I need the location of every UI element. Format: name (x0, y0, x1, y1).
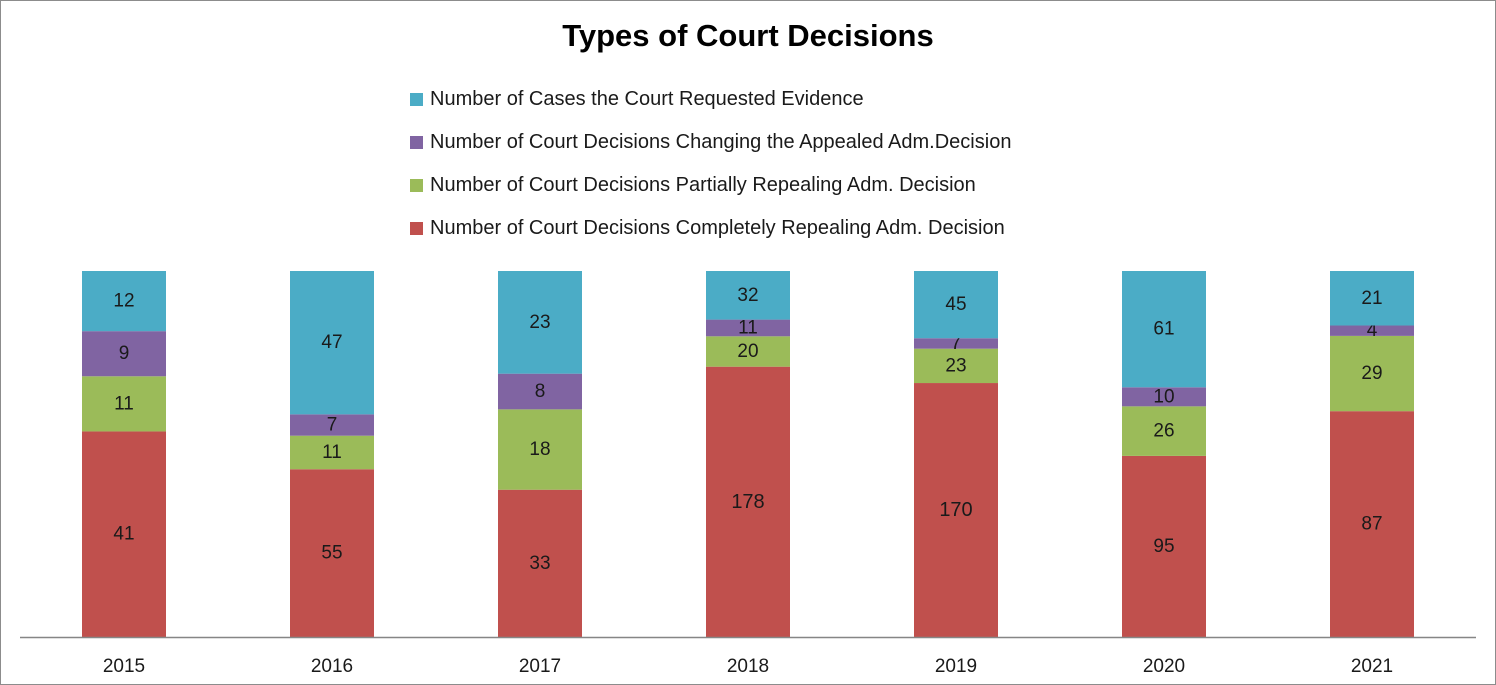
data-label-2019-number-of-court-decisions-completely-repealing-adm-decision: 170 (939, 499, 972, 521)
data-label-2019-number-of-court-decisions-changing-the-appealed-adm-decision: 7 (951, 333, 962, 354)
bar-2016-number-of-court-decisions-changing-the-appealed-adm-decision (290, 414, 374, 436)
data-label-2021-number-of-court-decisions-changing-the-appealed-adm-decision: 4 (1367, 320, 1378, 341)
data-label-2015-number-of-cases-the-court-requested-evidence: 12 (113, 291, 134, 312)
bar-2021-number-of-court-decisions-completely-repealing-adm-decision (1330, 411, 1414, 637)
x-tick-label-2021: 2021 (1351, 656, 1393, 677)
data-label-2021-number-of-court-decisions-partially-repealing-adm-decision: 29 (1361, 363, 1382, 384)
data-label-2020-number-of-court-decisions-partially-repealing-adm-decision: 26 (1153, 421, 1174, 442)
data-label-2017-number-of-court-decisions-completely-repealing-adm-decision: 33 (529, 553, 550, 574)
data-label-2015-number-of-court-decisions-changing-the-appealed-adm-decision: 9 (119, 343, 130, 364)
data-label-2018-number-of-court-decisions-partially-repealing-adm-decision: 20 (737, 341, 758, 362)
data-label-2021-number-of-cases-the-court-requested-evidence: 21 (1361, 288, 1382, 309)
legend-label-completely-repealing: Number of Court Decisions Completely Rep… (430, 216, 1005, 239)
bar-2020-number-of-cases-the-court-requested-evidence (1122, 271, 1206, 388)
bar-2016-number-of-court-decisions-completely-repealing-adm-decision (290, 469, 374, 637)
data-label-2020-number-of-court-decisions-changing-the-appealed-adm-decision: 10 (1153, 386, 1174, 407)
x-tick-label-2015: 2015 (103, 656, 145, 677)
bar-2020-number-of-court-decisions-partially-repealing-adm-decision (1122, 406, 1206, 456)
bar-2018-number-of-court-decisions-changing-the-appealed-adm-decision (706, 319, 790, 337)
data-label-2018-number-of-court-decisions-completely-repealing-adm-decision: 178 (731, 491, 764, 513)
legend-swatch-changing-decision (410, 135, 423, 149)
bar-2021-number-of-court-decisions-changing-the-appealed-adm-decision (1330, 325, 1414, 336)
bar-2017-number-of-court-decisions-completely-repealing-adm-decision (498, 489, 582, 637)
legend-item-partially-repealing: Number of Court Decisions Partially Repe… (410, 172, 1011, 198)
bar-2017-number-of-court-decisions-changing-the-appealed-adm-decision (498, 373, 582, 410)
legend-label-partially-repealing: Number of Court Decisions Partially Repe… (430, 173, 976, 196)
bar-2016-number-of-court-decisions-partially-repealing-adm-decision (290, 435, 374, 470)
bar-2015-number-of-court-decisions-completely-repealing-adm-decision (82, 431, 166, 637)
x-tick-label-2020: 2020 (1143, 656, 1185, 677)
bar-2015-number-of-court-decisions-changing-the-appealed-adm-decision (82, 331, 166, 377)
data-label-2019-number-of-court-decisions-partially-repealing-adm-decision: 23 (945, 355, 966, 376)
data-label-2016-number-of-court-decisions-completely-repealing-adm-decision: 55 (321, 543, 342, 564)
x-tick-label-2017: 2017 (519, 656, 561, 677)
bar-2016-number-of-cases-the-court-requested-evidence (290, 271, 374, 415)
data-label-2017-number-of-cases-the-court-requested-evidence: 23 (529, 312, 550, 333)
bar-2018-number-of-court-decisions-completely-repealing-adm-decision (706, 366, 790, 637)
data-label-2017-number-of-court-decisions-partially-repealing-adm-decision: 18 (529, 439, 550, 460)
x-tick-label-2019: 2019 (935, 656, 977, 677)
bar-2020-number-of-court-decisions-changing-the-appealed-adm-decision (1122, 387, 1206, 407)
bar-2019-number-of-court-decisions-completely-repealing-adm-decision (914, 383, 998, 637)
bar-2015-number-of-cases-the-court-requested-evidence (82, 271, 166, 332)
data-label-2017-number-of-court-decisions-changing-the-appealed-adm-decision: 8 (535, 381, 546, 402)
data-label-2021-number-of-court-decisions-completely-repealing-adm-decision: 87 (1361, 514, 1382, 535)
bar-2019-number-of-cases-the-court-requested-evidence (914, 271, 998, 339)
bar-2017-number-of-court-decisions-partially-repealing-adm-decision (498, 409, 582, 490)
legend-item-completely-repealing: Number of Court Decisions Completely Rep… (410, 215, 1011, 241)
data-label-2016-number-of-cases-the-court-requested-evidence: 47 (321, 332, 342, 353)
bar-2015-number-of-court-decisions-partially-repealing-adm-decision (82, 376, 166, 432)
data-label-2015-number-of-court-decisions-partially-repealing-adm-decision: 11 (114, 393, 134, 414)
bar-2017-number-of-cases-the-court-requested-evidence (498, 271, 582, 374)
bar-2019-number-of-court-decisions-changing-the-appealed-adm-decision (914, 338, 998, 349)
chart-legend: Number of Cases the Court Requested Evid… (410, 86, 1011, 258)
data-label-2020-number-of-cases-the-court-requested-evidence: 61 (1153, 319, 1174, 340)
data-label-2018-number-of-cases-the-court-requested-evidence: 32 (737, 285, 758, 306)
bar-2018-number-of-court-decisions-partially-repealing-adm-decision (706, 336, 790, 367)
x-tick-label-2016: 2016 (311, 656, 353, 677)
chart-title: Types of Court Decisions (562, 18, 934, 53)
data-label-2018-number-of-court-decisions-changing-the-appealed-adm-decision: 11 (738, 317, 758, 338)
bar-2021-number-of-court-decisions-partially-repealing-adm-decision (1330, 335, 1414, 412)
legend-swatch-requested-evidence (410, 92, 423, 106)
bar-2021-number-of-cases-the-court-requested-evidence (1330, 271, 1414, 326)
legend-label-changing-decision: Number of Court Decisions Changing the A… (430, 130, 1012, 153)
data-label-2016-number-of-court-decisions-changing-the-appealed-adm-decision: 7 (327, 415, 338, 436)
legend-swatch-partially-repealing (410, 178, 423, 192)
data-label-2016-number-of-court-decisions-partially-repealing-adm-decision: 11 (322, 442, 342, 463)
data-label-2015-number-of-court-decisions-completely-repealing-adm-decision: 41 (113, 524, 134, 545)
bar-2020-number-of-court-decisions-completely-repealing-adm-decision (1122, 455, 1206, 637)
data-label-2020-number-of-court-decisions-completely-repealing-adm-decision: 95 (1153, 536, 1174, 557)
bar-2018-number-of-cases-the-court-requested-evidence (706, 271, 790, 320)
legend-label-requested-evidence: Number of Cases the Court Requested Evid… (430, 87, 864, 110)
bar-2019-number-of-court-decisions-partially-repealing-adm-decision (914, 348, 998, 384)
x-tick-label-2018: 2018 (727, 656, 769, 677)
legend-item-requested-evidence: Number of Cases the Court Requested Evid… (410, 86, 1011, 112)
legend-item-changing-decision: Number of Court Decisions Changing the A… (410, 129, 1011, 155)
legend-swatch-completely-repealing (410, 221, 423, 235)
data-label-2019-number-of-cases-the-court-requested-evidence: 45 (945, 294, 966, 315)
